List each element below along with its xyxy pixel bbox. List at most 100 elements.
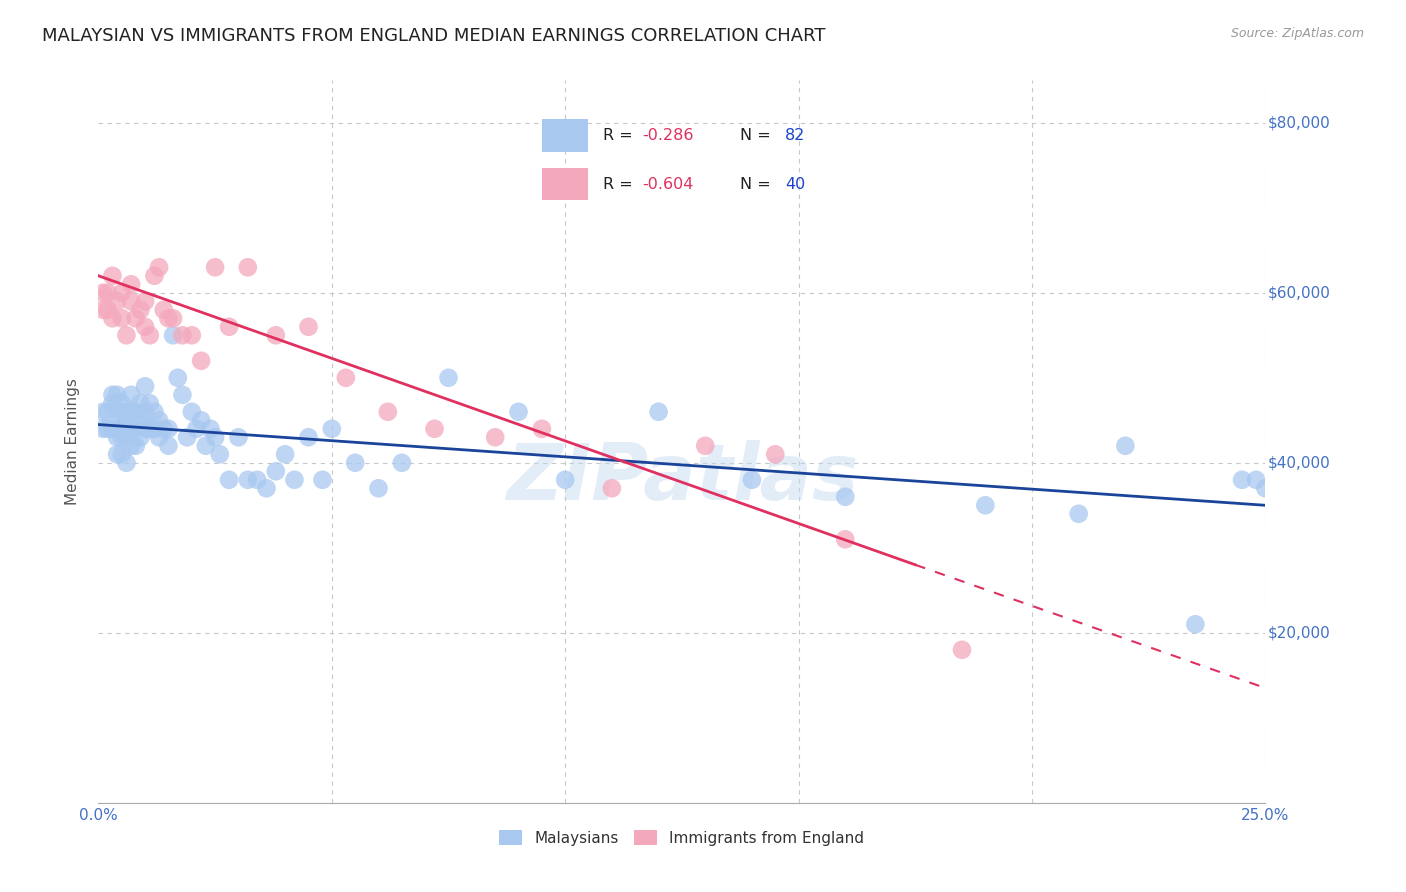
Point	[1184, 617, 1206, 632]
Point	[321, 422, 343, 436]
Point	[105, 405, 128, 419]
Text: $80,000: $80,000	[1268, 115, 1330, 130]
Point	[172, 388, 194, 402]
Point	[105, 294, 128, 309]
Point	[834, 533, 856, 547]
Point	[228, 430, 250, 444]
Point	[148, 430, 170, 444]
Text: $40,000: $40,000	[1268, 455, 1330, 470]
Point	[134, 405, 156, 419]
Point	[218, 473, 240, 487]
Point	[105, 430, 128, 444]
Point	[105, 388, 128, 402]
Point	[194, 439, 217, 453]
Point	[1114, 439, 1136, 453]
Text: ZIPatlas: ZIPatlas	[506, 440, 858, 516]
Point	[236, 473, 259, 487]
Point	[125, 439, 148, 453]
Point	[120, 405, 142, 419]
Point	[129, 413, 152, 427]
Point	[120, 388, 142, 402]
Point	[204, 260, 226, 275]
Point	[105, 422, 128, 436]
Text: MALAYSIAN VS IMMIGRANTS FROM ENGLAND MEDIAN EARNINGS CORRELATION CHART: MALAYSIAN VS IMMIGRANTS FROM ENGLAND MED…	[42, 27, 825, 45]
Point	[148, 413, 170, 427]
Point	[105, 447, 128, 461]
Point	[344, 456, 367, 470]
Point	[115, 422, 138, 436]
Point	[834, 490, 856, 504]
Point	[134, 422, 156, 436]
Point	[157, 422, 180, 436]
Point	[111, 396, 134, 410]
Point	[200, 422, 222, 436]
Point	[97, 422, 120, 436]
Point	[274, 447, 297, 461]
Point	[101, 396, 124, 410]
Point	[115, 430, 138, 444]
Point	[125, 311, 148, 326]
Point	[367, 481, 389, 495]
Point	[91, 302, 114, 317]
Point	[218, 319, 240, 334]
Point	[763, 447, 786, 461]
Point	[1244, 473, 1267, 487]
Point	[335, 371, 357, 385]
Point	[91, 405, 114, 419]
Point	[437, 371, 460, 385]
Point	[111, 422, 134, 436]
Point	[152, 302, 174, 317]
Point	[148, 260, 170, 275]
Point	[190, 353, 212, 368]
Point	[97, 302, 120, 317]
Point	[143, 405, 166, 419]
Point	[297, 319, 319, 334]
Point	[180, 328, 202, 343]
Text: Source: ZipAtlas.com: Source: ZipAtlas.com	[1230, 27, 1364, 40]
Point	[115, 328, 138, 343]
Point	[508, 405, 530, 419]
Legend: Malaysians, Immigrants from England: Malaysians, Immigrants from England	[499, 830, 865, 846]
Point	[484, 430, 506, 444]
Point	[101, 311, 124, 326]
Point	[111, 430, 134, 444]
Text: $60,000: $60,000	[1268, 285, 1330, 301]
Point	[423, 422, 446, 436]
Point	[91, 285, 114, 300]
Point	[162, 328, 184, 343]
Point	[111, 285, 134, 300]
Point	[143, 422, 166, 436]
Point	[91, 422, 114, 436]
Point	[1067, 507, 1090, 521]
Point	[125, 422, 148, 436]
Point	[111, 311, 134, 326]
Point	[974, 498, 997, 512]
Point	[600, 481, 623, 495]
Point	[190, 413, 212, 427]
Point	[264, 464, 287, 478]
Point	[950, 642, 973, 657]
Point	[139, 396, 162, 410]
Point	[111, 405, 134, 419]
Point	[139, 328, 162, 343]
Point	[129, 430, 152, 444]
Point	[129, 396, 152, 410]
Point	[176, 430, 198, 444]
Point	[134, 319, 156, 334]
Point	[311, 473, 333, 487]
Point	[530, 422, 553, 436]
Point	[236, 260, 259, 275]
Point	[1254, 481, 1277, 495]
Point	[134, 294, 156, 309]
Point	[101, 388, 124, 402]
Point	[120, 439, 142, 453]
Point	[111, 447, 134, 461]
Point	[143, 268, 166, 283]
Point	[377, 405, 399, 419]
Point	[1230, 473, 1253, 487]
Point	[125, 405, 148, 419]
Point	[101, 422, 124, 436]
Point	[115, 456, 138, 470]
Point	[157, 439, 180, 453]
Y-axis label: Median Earnings: Median Earnings	[65, 378, 80, 505]
